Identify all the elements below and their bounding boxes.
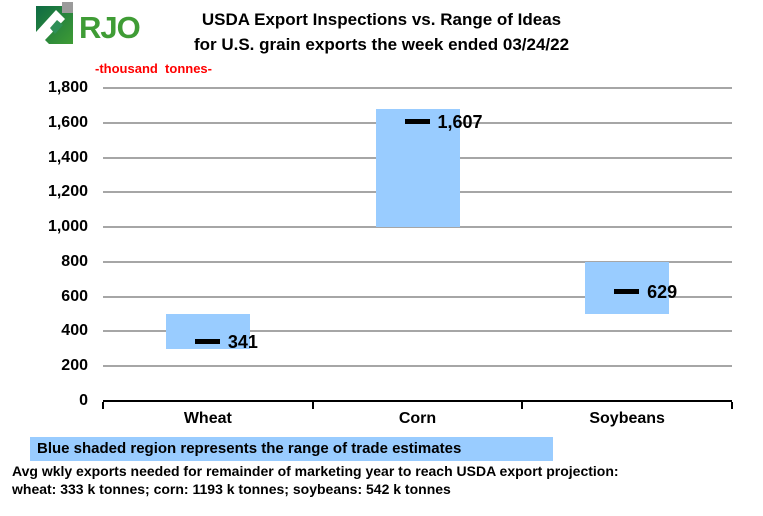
gridline	[103, 226, 732, 229]
x-axis-line	[103, 400, 732, 402]
rjo-logo-icon	[36, 2, 73, 44]
gridline	[103, 365, 732, 368]
x-axis-tick	[102, 402, 104, 409]
y-tick-label: 600	[61, 287, 88, 305]
range-bar-soybeans	[585, 261, 670, 315]
chart-title-line2: for U.S. grain exports the week ended 03…	[193, 35, 570, 54]
actual-marker-wheat	[194, 338, 220, 344]
x-category-label-soybeans: Soybeans	[589, 410, 665, 427]
chart-title-line1: USDA Export Inspections vs. Range of Ide…	[201, 10, 562, 29]
y-tick-label: 1,000	[47, 218, 88, 236]
gridline	[103, 87, 732, 89]
gridline	[103, 330, 732, 333]
x-axis-tick	[731, 402, 733, 409]
y-tick-label: 1,200	[47, 183, 88, 201]
footer-note-line2: wheat: 333 k tonnes; corn: 1193 k tonnes…	[12, 481, 451, 497]
y-tick-label: 1,600	[47, 113, 88, 131]
y-axis-unit-label: -thousand tonnes-	[95, 61, 212, 76]
actual-marker-corn	[404, 118, 430, 124]
actual-value-label-soybeans: 629	[647, 281, 678, 302]
y-tick-label: 200	[61, 357, 88, 375]
gridline	[103, 295, 732, 298]
rjo-logo-text: RJO	[79, 10, 141, 45]
x-category-label-corn: Corn	[398, 410, 437, 427]
y-tick-label: 800	[61, 252, 88, 270]
actual-value-label-wheat: 341	[227, 331, 258, 352]
gridline	[103, 260, 732, 263]
x-axis-tick	[521, 402, 524, 409]
legend-strip: Blue shaded region represents the range …	[30, 437, 553, 461]
x-axis-tick	[311, 402, 314, 409]
actual-marker-soybeans	[614, 288, 640, 294]
y-tick-label: 1,800	[47, 79, 88, 96]
y-tick-label: 1,400	[47, 148, 88, 166]
y-tick-label: 400	[61, 322, 88, 340]
footer-note-line1: Avg wkly exports needed for remainder of…	[12, 463, 619, 479]
x-category-label-wheat: Wheat	[183, 410, 232, 427]
rjo-logo: RJO	[36, 2, 141, 46]
footer-note: Avg wkly exports needed for remainder of…	[12, 462, 619, 498]
y-tick-label: 0	[79, 392, 88, 409]
range-bar-corn	[375, 108, 460, 228]
chart-title: USDA Export Inspections vs. Range of Ide…	[0, 7, 763, 57]
actual-value-label-corn: 1,607	[437, 111, 483, 132]
